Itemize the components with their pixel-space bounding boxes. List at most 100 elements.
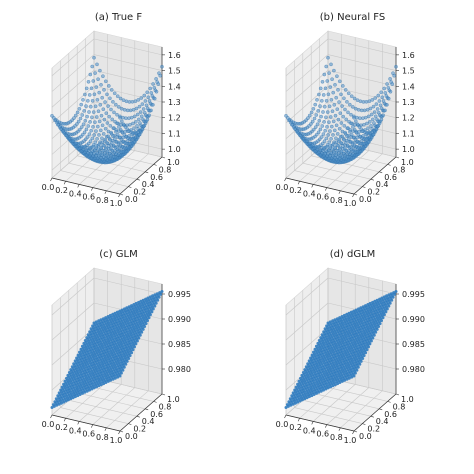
grid-line [93,38,163,56]
surface-point [107,144,111,148]
surface-point [315,98,319,102]
surface-point [300,398,304,402]
z-tick-label: 0.990 [168,315,191,324]
surface-point [87,93,92,97]
x-tick-mark [284,177,287,182]
x-tick-label: 0.6 [82,193,95,202]
surface-point [319,389,323,393]
surface-point [291,402,295,406]
surface-point [99,145,103,150]
surface-point [324,64,328,69]
surface-point [109,107,113,112]
surface-point [108,138,112,142]
surface-point [330,109,335,113]
surface-point [111,143,116,148]
surface-point [127,116,131,120]
panel-true-f: (a) True F 0.0 0.2 0.4 0.6 0.8 1.0 0.0 0.2 0.4 0.… [0,0,237,237]
y-tick-mark [136,178,140,181]
surface-point [100,123,105,128]
surface-point [156,82,161,86]
surface-point [293,401,297,405]
surface-point [56,123,60,127]
surface-point [320,99,324,103]
surface-point [95,137,99,141]
surface-point [83,92,87,97]
surface-point [317,92,321,97]
surface-point [314,113,319,117]
surface-point [351,105,355,109]
surface-point [312,393,316,396]
y-tick-mark [136,415,140,418]
grid-line [302,162,371,180]
surface-point [301,136,306,141]
panel-glm: (c) GLM 0.0 0.2 0.4 0.6 0.8 1.0 0.0 0.2 0.4 0.6 0.… [0,237,237,474]
surface-point [318,104,322,108]
surface-point [97,384,101,388]
surface-point [352,96,357,101]
surface-point [356,108,361,112]
y-tick-label: 0.2 [133,188,146,197]
surface-point [363,115,368,120]
z-tick-label: 0.995 [168,290,191,299]
surface-point [321,132,326,136]
surface-point [358,116,362,120]
x-tick-label: 1.0 [344,436,357,445]
surface-point [327,120,331,124]
surface-point [128,354,132,358]
surface-point [77,107,82,111]
x-tick-mark [311,421,314,425]
y-tick-mark [395,393,400,396]
surface-point [336,143,340,148]
surface-point [335,132,340,136]
surface-point [366,114,371,119]
surface-point [317,118,322,123]
surface-point [135,339,139,343]
surface-point [84,127,89,132]
surface-point [156,298,160,302]
surface-point [325,145,330,149]
surface-point [140,102,145,106]
surface-point [118,128,123,132]
surface-point [129,115,134,120]
y-tick-label: 1.0 [167,158,180,167]
surface-point [85,145,90,150]
surface-point [91,110,96,114]
grid-line [92,387,135,425]
surface-point [93,120,97,124]
surface-point [141,107,146,111]
surface-point [329,385,333,389]
surface-point [79,125,84,129]
surface-point [114,129,118,134]
surface-point [349,112,353,117]
surface-point [375,107,380,111]
surface-point [117,135,122,140]
x-tick-mark [77,184,80,188]
surface-point [326,133,330,137]
surface-point [108,146,113,151]
surface-point [310,394,314,398]
surface-point [318,127,323,132]
surface-point [146,319,149,323]
surface-point [103,137,107,142]
x-tick-label: 0.8 [96,196,109,205]
y-axis-line [119,393,163,432]
grid-line [77,392,146,410]
surface-point [97,142,102,147]
surface-point [108,96,112,101]
surface-point [127,100,132,104]
surface-point [71,396,75,400]
surface-point [359,359,363,363]
surface-point [325,110,330,114]
surface-point [349,94,354,98]
surface-point [94,85,99,89]
surface-point [319,145,324,150]
surface-point [76,394,80,398]
z-tick-label: 1.0 [168,145,181,154]
surface-point [98,103,103,107]
surface-point [121,115,125,120]
surface-point [371,104,376,109]
surface-point [92,55,96,60]
surface-point [388,89,393,94]
surface-point [139,114,144,119]
surface-point [82,130,87,135]
